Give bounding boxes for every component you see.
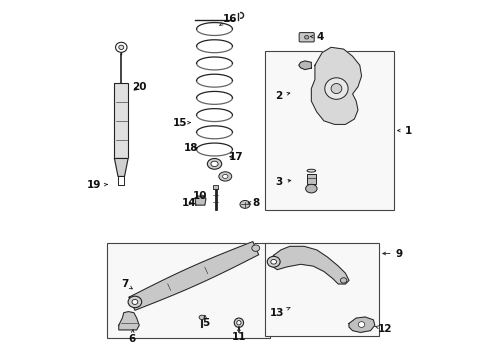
Text: 11: 11 [232, 328, 246, 342]
Polygon shape [299, 61, 311, 69]
Ellipse shape [341, 278, 347, 283]
Text: 18: 18 [184, 143, 198, 153]
Ellipse shape [207, 158, 221, 169]
Text: 16: 16 [220, 14, 237, 26]
Text: 10: 10 [193, 191, 207, 201]
Ellipse shape [307, 169, 316, 172]
Text: 7: 7 [121, 279, 132, 289]
Text: 5: 5 [202, 315, 209, 328]
Ellipse shape [222, 175, 228, 179]
Text: 20: 20 [132, 82, 147, 92]
Polygon shape [119, 312, 139, 330]
Text: 4: 4 [311, 32, 324, 41]
Bar [107, 243, 270, 338]
Text: 3: 3 [275, 177, 291, 187]
Ellipse shape [271, 260, 276, 264]
Text: 9: 9 [383, 248, 403, 258]
Bar [265, 51, 394, 211]
Polygon shape [195, 196, 206, 205]
Ellipse shape [116, 42, 127, 52]
Bar [307, 174, 316, 184]
FancyBboxPatch shape [299, 33, 314, 42]
Polygon shape [311, 47, 362, 125]
Text: 15: 15 [172, 118, 190, 128]
Ellipse shape [325, 78, 348, 99]
Ellipse shape [199, 315, 205, 319]
Text: 1: 1 [397, 126, 412, 135]
Ellipse shape [331, 84, 342, 94]
Ellipse shape [234, 318, 244, 327]
Polygon shape [270, 246, 349, 284]
Polygon shape [349, 317, 375, 332]
Text: 6: 6 [128, 330, 136, 343]
Polygon shape [129, 242, 259, 310]
Ellipse shape [358, 321, 365, 327]
Ellipse shape [128, 296, 142, 308]
Ellipse shape [237, 320, 241, 325]
Text: 2: 2 [275, 91, 290, 101]
Ellipse shape [252, 245, 260, 251]
Ellipse shape [211, 161, 218, 167]
Text: 17: 17 [229, 152, 244, 162]
Ellipse shape [306, 184, 317, 193]
Ellipse shape [132, 300, 138, 305]
Text: 19: 19 [87, 180, 107, 190]
Text: 12: 12 [375, 324, 392, 334]
Bar [265, 243, 379, 336]
Text: 14: 14 [182, 198, 196, 208]
Ellipse shape [304, 36, 309, 39]
Bar [213, 185, 219, 189]
Text: 8: 8 [248, 198, 259, 208]
Polygon shape [115, 158, 128, 176]
Ellipse shape [119, 45, 124, 49]
Ellipse shape [267, 256, 280, 267]
Ellipse shape [219, 172, 232, 181]
Ellipse shape [240, 201, 250, 208]
Text: 13: 13 [270, 307, 290, 318]
Bar [115, 83, 128, 158]
